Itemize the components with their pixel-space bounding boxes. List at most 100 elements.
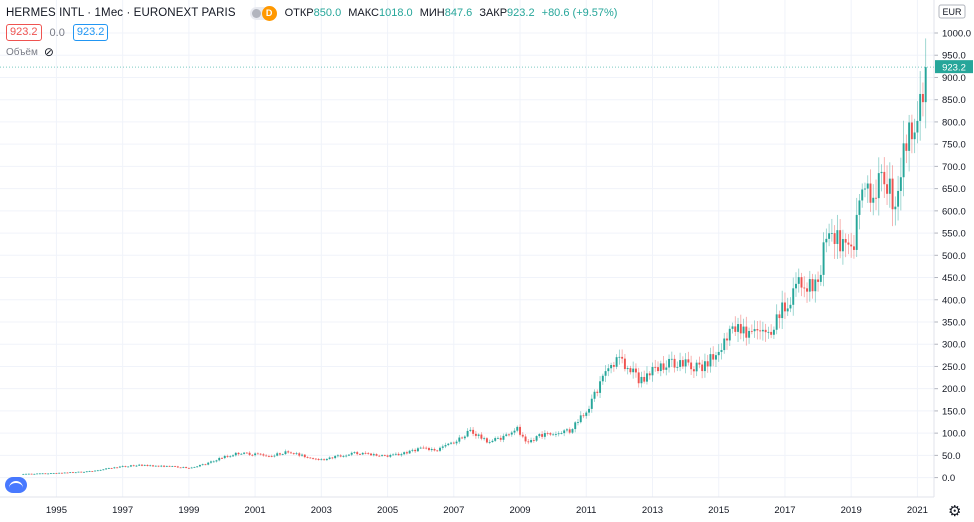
- candle-body: [160, 465, 163, 467]
- candle-body: [243, 452, 246, 454]
- candle-body: [168, 465, 171, 467]
- candle-body: [745, 326, 748, 338]
- candle-body: [60, 472, 63, 474]
- candle-body: [314, 458, 317, 460]
- y-tick-label: 100.0: [942, 429, 966, 440]
- candle-body: [447, 443, 450, 446]
- y-tick-label: 450.0: [942, 273, 966, 284]
- candle-body: [488, 442, 491, 443]
- candle-body: [530, 440, 533, 443]
- candle-body: [565, 429, 568, 431]
- candle-body: [662, 363, 665, 370]
- candle-body: [273, 455, 276, 457]
- candle-body: [472, 429, 475, 434]
- y-tick-label: 550.0: [942, 229, 966, 240]
- candle-body: [786, 308, 789, 312]
- candle-body: [524, 436, 527, 442]
- candle-body: [759, 330, 762, 332]
- candle-body: [695, 362, 698, 372]
- candle-body: [411, 449, 414, 451]
- candle-body: [30, 473, 33, 475]
- candle-body: [806, 288, 808, 292]
- y-tick-label: 1000.0: [942, 29, 971, 40]
- candle-body: [116, 467, 119, 469]
- candle-body: [141, 464, 143, 466]
- candle-body: [312, 458, 315, 459]
- candle-body: [143, 464, 146, 466]
- y-tick-label: 850.0: [942, 95, 966, 106]
- exchange-toggle[interactable]: D: [249, 5, 277, 21]
- candle-body: [588, 408, 590, 413]
- candle-body: [577, 422, 579, 423]
- candle-body: [267, 455, 270, 457]
- candle-body: [455, 441, 458, 444]
- y-tick-label: 200.0: [942, 384, 966, 395]
- candle-body: [905, 143, 908, 151]
- candle-body: [163, 465, 166, 467]
- candle-body: [618, 356, 621, 358]
- y-tick-label: 150.0: [942, 406, 966, 417]
- y-tick-label: 50.0: [942, 451, 961, 462]
- candle-body: [510, 432, 513, 435]
- candle-body: [256, 453, 259, 455]
- candle-body: [466, 430, 469, 437]
- buy-price-box[interactable]: 923.2: [72, 24, 109, 41]
- candle-body: [27, 473, 30, 475]
- candle-body: [450, 442, 453, 444]
- candle-body: [428, 448, 430, 451]
- candle-body: [317, 459, 320, 460]
- candle-body: [320, 459, 323, 461]
- candle-body: [207, 462, 210, 465]
- candle-body: [499, 437, 502, 440]
- candle-body: [232, 455, 235, 457]
- candle-body: [290, 452, 292, 454]
- x-tick-label: 2009: [509, 505, 530, 516]
- eye-slash-icon[interactable]: ⊘: [43, 45, 54, 59]
- volume-indicator[interactable]: Объём ⊘: [6, 45, 54, 59]
- candle-body: [414, 449, 417, 452]
- candle-body: [897, 190, 900, 207]
- candle-body: [251, 454, 254, 456]
- candle-body: [888, 178, 891, 194]
- candle-body: [864, 188, 866, 190]
- candle-body: [389, 454, 392, 457]
- candle-body: [218, 457, 221, 461]
- symbol-title[interactable]: HERMES INTL · 1Мес · EURONEXT PARIS: [6, 7, 236, 19]
- candle-body: [902, 143, 905, 178]
- high-label: МАКС: [348, 7, 379, 19]
- candle-body: [839, 230, 842, 252]
- x-tick-label: 2005: [377, 505, 398, 516]
- candle-body: [728, 328, 731, 341]
- candle-body: [323, 459, 326, 461]
- candle-body: [643, 376, 646, 382]
- candle-body: [430, 448, 433, 451]
- candle-body: [187, 467, 190, 469]
- candle-body: [601, 375, 604, 382]
- x-tick-label: 1995: [46, 505, 67, 516]
- candle-body: [612, 365, 615, 367]
- candle-body: [356, 452, 359, 455]
- candle-body: [237, 452, 240, 455]
- tradingview-logo-icon[interactable]: [5, 477, 27, 493]
- y-tick-label: 600.0: [942, 206, 966, 217]
- low-label: МИН: [419, 7, 445, 19]
- candle-body: [394, 453, 397, 455]
- candle-body: [519, 426, 521, 435]
- candle-body: [91, 471, 94, 472]
- candle-body: [198, 464, 201, 467]
- candle-body: [378, 455, 381, 457]
- candle-body: [102, 469, 105, 471]
- candle-body: [899, 177, 902, 191]
- y-tick-label: 300.0: [942, 340, 966, 351]
- candle-body: [714, 355, 717, 360]
- candle-body: [441, 446, 444, 448]
- candle-body: [458, 437, 461, 442]
- candle-body: [107, 468, 110, 469]
- candle-body: [560, 433, 563, 434]
- candle-body: [750, 330, 753, 332]
- candle-body: [152, 465, 154, 467]
- candle-body: [422, 447, 425, 449]
- sell-price-box[interactable]: 923.2: [6, 24, 42, 41]
- gear-icon[interactable]: ⚙: [948, 503, 962, 520]
